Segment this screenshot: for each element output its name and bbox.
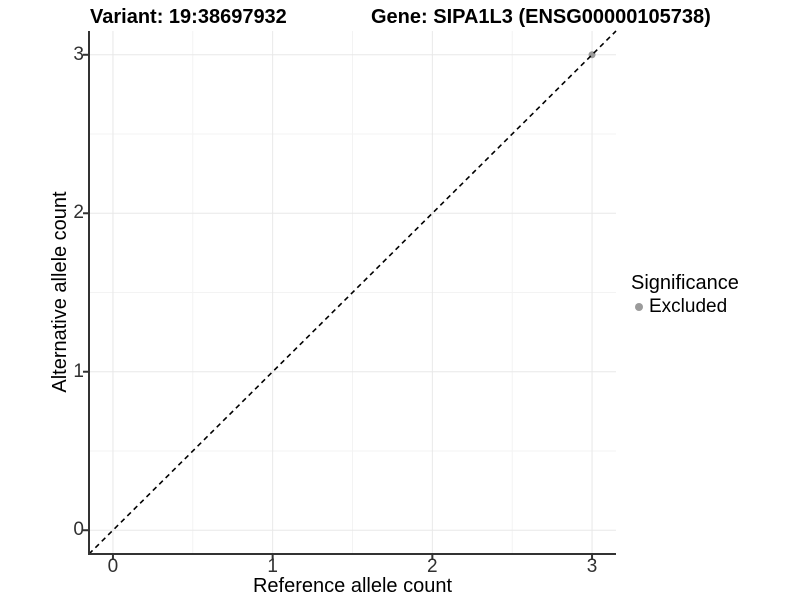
y-axis-title: Alternative allele count	[49, 191, 71, 393]
y-tick-label: 0	[73, 519, 84, 541]
x-tick-label: 0	[107, 556, 119, 577]
plot-title-gene: Gene: SIPA1L3 (ENSG00000105738)	[371, 6, 711, 28]
legend-title: Significance	[631, 272, 739, 294]
legend-item-excluded: Excluded	[631, 296, 739, 318]
y-tick-label: 3	[73, 43, 84, 65]
legend: Significance Excluded	[631, 270, 739, 318]
x-axis-title: Reference allele count	[252, 575, 452, 597]
y-tick-label: 2	[73, 202, 84, 224]
excluded-point-icon	[635, 303, 643, 311]
legend-item-label: Excluded	[649, 296, 728, 317]
identity-dashed-line	[88, 30, 617, 555]
x-tick-label: 1	[267, 556, 278, 577]
x-tick-label: 2	[427, 556, 438, 577]
y-tick-label: 1	[73, 360, 84, 382]
plot-title-variant: Variant: 19:38697932	[90, 6, 287, 28]
x-tick-label: 3	[586, 556, 598, 577]
